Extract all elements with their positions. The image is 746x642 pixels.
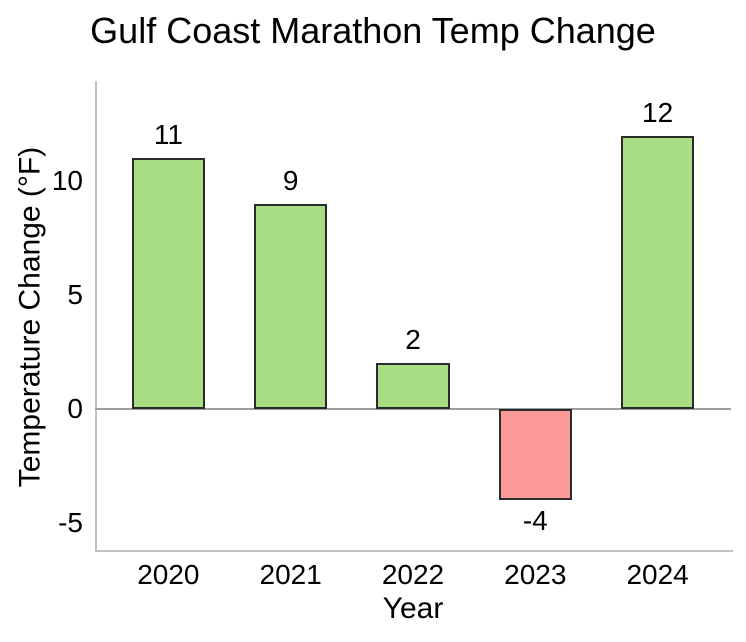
- x-axis-title: Year: [382, 592, 444, 625]
- y-tick-label-5: 5: [67, 279, 83, 310]
- y-tick-label-10: 10: [51, 165, 83, 197]
- x-tick-label-2024: 2024: [626, 559, 689, 590]
- bar-2023: [498, 408, 572, 500]
- chart-title: Gulf Coast Marathon Temp Change: [90, 10, 656, 51]
- x-tick-label-2020: 2020: [137, 559, 200, 590]
- zero-line: [95, 407, 731, 410]
- x-tick-label-2023: 2023: [504, 559, 567, 590]
- x-tick-label-2021: 2021: [259, 559, 322, 590]
- bar-value-label-2023: -4: [522, 504, 548, 536]
- bar-value-label-2021: 9: [282, 164, 299, 196]
- bar-2020: [131, 158, 206, 409]
- bar-2024: [620, 135, 695, 409]
- bar-2022: [376, 363, 450, 409]
- bar-value-label-2020: 11: [153, 119, 183, 151]
- y-tick-label-0: 0: [67, 392, 83, 424]
- bar-2021: [254, 203, 328, 409]
- bar-value-label-2022: 2: [405, 324, 421, 356]
- x-tick-label-2022: 2022: [381, 559, 445, 590]
- plot-area: [95, 81, 733, 552]
- y-axis-title: Temperature Change (°F): [13, 146, 47, 488]
- bar-value-label-2024: 12: [642, 96, 674, 128]
- y-tick-label--5: -5: [58, 506, 83, 538]
